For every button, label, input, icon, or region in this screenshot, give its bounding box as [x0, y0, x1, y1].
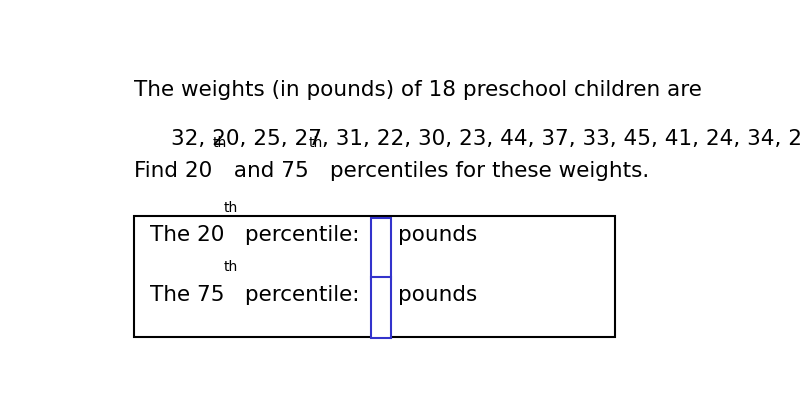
- Bar: [371, 277, 391, 338]
- Bar: [134, 217, 614, 338]
- Text: pounds: pounds: [398, 225, 478, 245]
- Text: percentiles for these weights.: percentiles for these weights.: [322, 161, 649, 181]
- Text: The 75: The 75: [150, 285, 224, 305]
- Text: and 75: and 75: [226, 161, 308, 181]
- Text: th: th: [308, 137, 322, 150]
- Text: pounds: pounds: [398, 285, 478, 305]
- Text: Find 20: Find 20: [134, 161, 212, 181]
- Text: The 20: The 20: [150, 225, 224, 245]
- Text: The weights (in pounds) of 18 preschool children are: The weights (in pounds) of 18 preschool …: [134, 80, 702, 100]
- Bar: [371, 218, 390, 279]
- Text: percentile:: percentile:: [238, 225, 360, 245]
- Text: percentile:: percentile:: [238, 285, 360, 305]
- Text: th: th: [224, 201, 238, 215]
- Text: th: th: [224, 260, 238, 274]
- Text: th: th: [212, 137, 226, 150]
- Text: 32, 20, 25, 27, 31, 22, 30, 23, 44, 37, 33, 45, 41, 24, 34, 21, 39, 29: 32, 20, 25, 27, 31, 22, 30, 23, 44, 37, …: [171, 129, 800, 149]
